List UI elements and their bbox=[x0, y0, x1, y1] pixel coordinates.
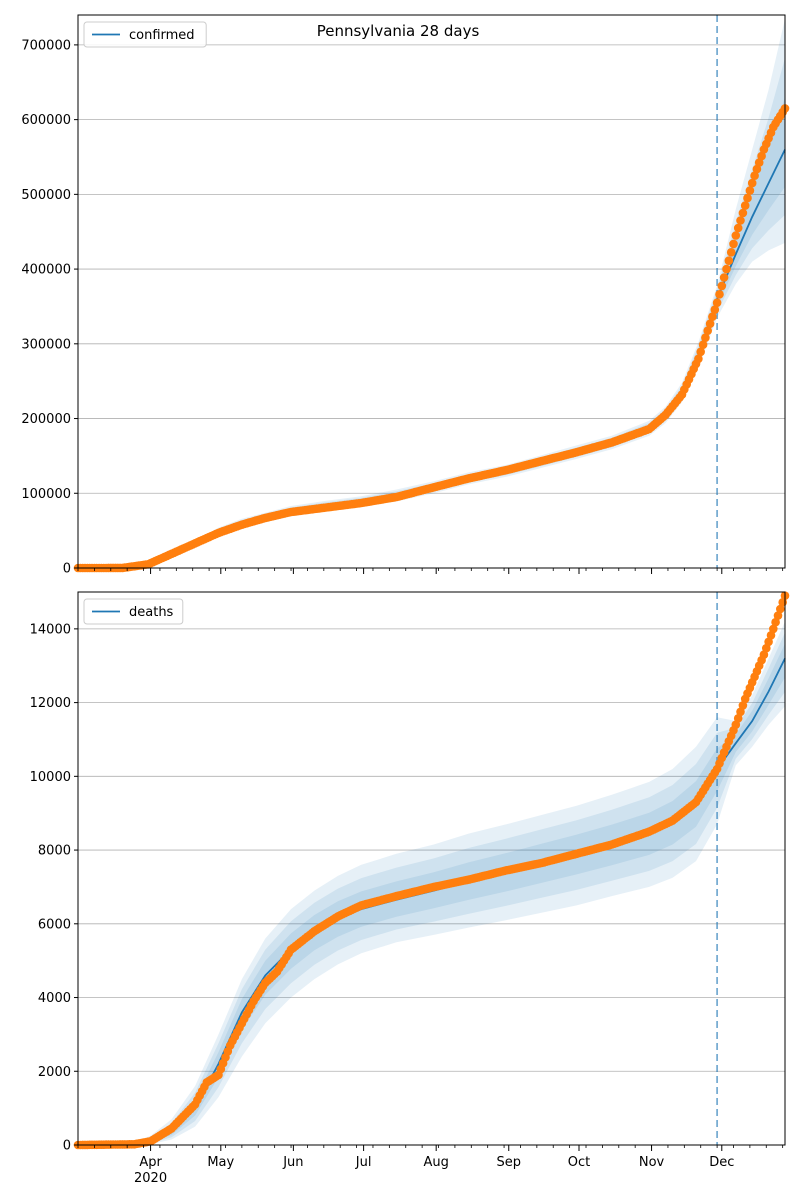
x-year-label: 2020 bbox=[134, 1171, 167, 1186]
y-tick-label: 12000 bbox=[30, 696, 71, 711]
observed-point bbox=[731, 231, 741, 240]
observed-point bbox=[738, 208, 748, 218]
y-tick-label: 0 bbox=[63, 562, 71, 577]
observed-point bbox=[701, 333, 710, 343]
plot-frame bbox=[77, 591, 786, 1146]
observed-point bbox=[696, 347, 705, 357]
observed-point bbox=[733, 223, 743, 233]
observed-point bbox=[752, 164, 762, 174]
observed-point bbox=[719, 273, 729, 282]
x-tick-label: Jul bbox=[355, 1155, 372, 1170]
deaths-legend: deaths bbox=[83, 598, 184, 625]
y-tick-label: 2000 bbox=[38, 1065, 71, 1080]
observed-point bbox=[708, 312, 717, 322]
legend-box bbox=[83, 21, 207, 48]
observed-point bbox=[769, 624, 778, 634]
observed-point bbox=[776, 604, 785, 614]
observed-point bbox=[726, 248, 736, 257]
observed-point bbox=[724, 256, 734, 266]
observed-point bbox=[745, 186, 755, 195]
observed-point bbox=[722, 264, 731, 274]
observed-point bbox=[705, 319, 715, 329]
observed-point bbox=[773, 611, 783, 620]
y-tick-label: 700000 bbox=[21, 38, 71, 53]
observed-point bbox=[757, 151, 766, 161]
observed-point bbox=[750, 171, 759, 180]
y-tick-label: 4000 bbox=[38, 991, 71, 1006]
deaths-axes: 0 2000 4000 6000 8000 10000 12000 14000 Apr May Ju… bbox=[30, 591, 786, 1186]
y-tick-label: 400000 bbox=[21, 263, 71, 278]
uncertainty-band bbox=[78, 97, 785, 568]
observed-point bbox=[710, 305, 720, 315]
observed-point bbox=[694, 354, 703, 364]
plot-frame bbox=[77, 14, 786, 569]
uncertainty-band bbox=[78, 643, 785, 1145]
y-tick-label: 200000 bbox=[21, 412, 71, 427]
y-tick-label: 8000 bbox=[38, 844, 71, 859]
observed-point bbox=[698, 340, 708, 350]
observed-point bbox=[764, 637, 773, 647]
x-tick-label: Apr bbox=[139, 1155, 162, 1170]
confirmed-grid bbox=[78, 44, 785, 569]
y-tick-label: 600000 bbox=[21, 113, 71, 128]
y-tick-label: 6000 bbox=[38, 917, 71, 932]
x-tick-label: Dec bbox=[709, 1155, 734, 1170]
confirmed-legend: confirmed bbox=[83, 21, 207, 48]
legend-box bbox=[83, 598, 184, 625]
observed-point bbox=[747, 178, 757, 188]
x-tick-label: Oct bbox=[568, 1155, 590, 1170]
observed-point bbox=[738, 701, 748, 710]
y-tick-label: 0 bbox=[63, 1139, 71, 1154]
legend-label: deaths bbox=[129, 605, 174, 620]
observed-point bbox=[736, 216, 745, 225]
confirmed-panel: 0 100000 200000 300000 400000 500000 600000 700… bbox=[21, 14, 790, 577]
observed-point bbox=[743, 193, 752, 203]
model-line bbox=[77, 149, 786, 569]
x-tick-label: Nov bbox=[639, 1155, 665, 1170]
x-tick-label: Sep bbox=[496, 1155, 521, 1170]
observed-point bbox=[740, 201, 750, 210]
deaths-observed-points bbox=[73, 591, 790, 1150]
observed-point bbox=[729, 239, 738, 249]
legend-label: confirmed bbox=[129, 28, 195, 43]
confirmed-model-line-group bbox=[77, 149, 786, 569]
confirmed-observed-points bbox=[73, 104, 790, 573]
x-tick-label: Jun bbox=[282, 1155, 303, 1170]
y-tick-label: 300000 bbox=[21, 337, 71, 352]
y-tick-label: 100000 bbox=[21, 487, 71, 502]
y-tick-label: 14000 bbox=[30, 622, 71, 637]
observed-point bbox=[754, 158, 764, 167]
observed-point bbox=[712, 298, 722, 308]
observed-point bbox=[717, 281, 727, 291]
observed-point bbox=[703, 326, 712, 336]
confirmed-axes: 0 100000 200000 300000 400000 500000 600000 700… bbox=[21, 14, 786, 577]
observed-point bbox=[759, 650, 769, 659]
y-tick-label: 10000 bbox=[30, 770, 71, 785]
observed-point bbox=[715, 290, 724, 299]
x-tick-label: May bbox=[207, 1155, 234, 1170]
observed-point bbox=[771, 617, 780, 627]
deaths-panel: 0 2000 4000 6000 8000 10000 12000 14000 Apr May Ju… bbox=[30, 591, 790, 1186]
y-tick-label: 500000 bbox=[21, 188, 71, 203]
figure-title: Pennsylvania 28 days bbox=[317, 22, 480, 40]
x-tick-label: Aug bbox=[423, 1155, 448, 1170]
observed-point bbox=[733, 714, 743, 723]
